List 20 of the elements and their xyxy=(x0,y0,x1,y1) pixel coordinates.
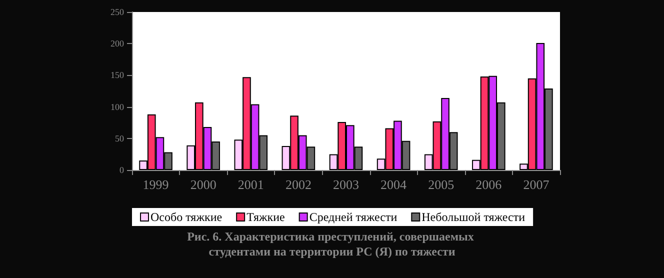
legend-label: Небольшой тяжести xyxy=(422,210,526,224)
x-tick-label: 2000 xyxy=(190,177,216,192)
x-tick-label: 2005 xyxy=(428,177,454,192)
x-tick-label: 2001 xyxy=(238,177,264,192)
x-tick-label: 1999 xyxy=(142,177,169,192)
x-tick-label: 2003 xyxy=(333,177,359,192)
legend-label: Средней тяжести xyxy=(309,210,398,224)
legend-label: Особо тяжкие xyxy=(150,210,222,224)
y-tick-label: 100 xyxy=(110,102,124,112)
y-tick-label: 150 xyxy=(110,70,124,80)
x-tick-label: 2007 xyxy=(523,177,550,192)
y-tick-label: 250 xyxy=(110,7,124,17)
text: Рис. 6. Характеристика преступлений, совершаемых студентами на территории РС (Я) по тяжести xyxy=(187,230,477,258)
legend-label: Тяжкие xyxy=(246,210,285,224)
y-tick-label: 0 xyxy=(120,165,124,175)
x-tick-label: 2004 xyxy=(380,177,408,192)
y-tick-label: 50 xyxy=(115,133,124,144)
x-tick-label: 2002 xyxy=(285,177,312,192)
y-tick-label: 200 xyxy=(110,38,124,49)
x-tick-label: 2006 xyxy=(476,177,502,192)
